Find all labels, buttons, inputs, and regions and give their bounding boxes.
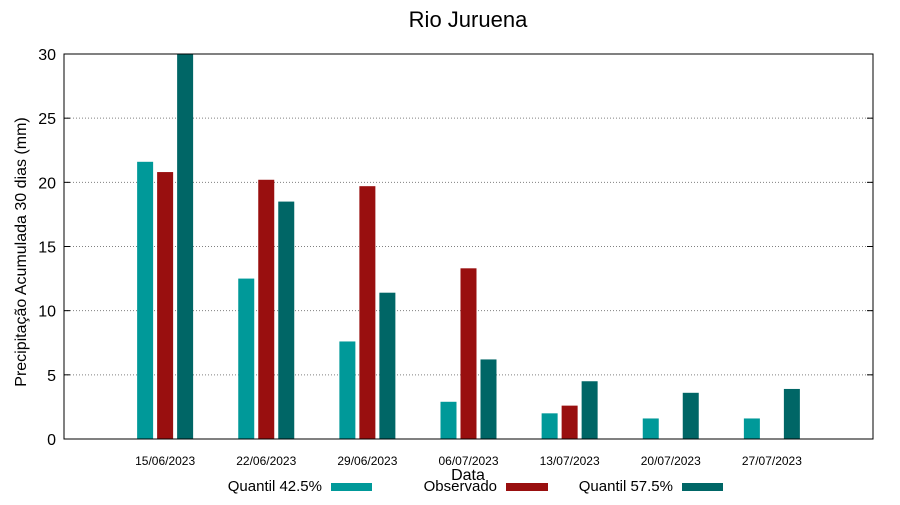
legend: Quantil 42.5% Observado Quantil 57.5% bbox=[228, 478, 723, 495]
bar bbox=[783, 388, 800, 439]
chart-title: Rio Juruena bbox=[409, 7, 528, 32]
bar bbox=[480, 359, 497, 439]
y-tick-label: 15 bbox=[38, 240, 56, 257]
y-tick-label: 0 bbox=[47, 432, 56, 449]
bar bbox=[561, 405, 578, 439]
bar bbox=[157, 172, 174, 440]
y-tick-label: 30 bbox=[38, 47, 56, 64]
y-axis-label: Precipitação Acumulada 30 dias (mm) bbox=[13, 117, 30, 386]
x-tick-label: 29/06/2023 bbox=[337, 454, 397, 468]
bar bbox=[460, 268, 477, 439]
bar bbox=[682, 392, 699, 439]
x-tick-label: 15/06/2023 bbox=[135, 454, 195, 468]
legend-label: Quantil 57.5% bbox=[579, 478, 673, 495]
x-tick-label: 20/07/2023 bbox=[641, 454, 701, 468]
bar bbox=[238, 278, 255, 439]
bar bbox=[258, 179, 275, 439]
x-tick-label: 27/07/2023 bbox=[742, 454, 802, 468]
bar bbox=[379, 292, 396, 439]
bar bbox=[177, 54, 194, 439]
bar bbox=[440, 401, 457, 439]
x-tick-label: 06/07/2023 bbox=[438, 454, 498, 468]
legend-label: Observado bbox=[424, 478, 497, 495]
ticks-layer: 0 5 10 15 20 25 30 15/06/2023 22/06/2023 29/06/20… bbox=[38, 47, 873, 468]
bar bbox=[339, 341, 356, 439]
y-tick-label: 5 bbox=[47, 368, 56, 385]
bars-layer bbox=[137, 54, 800, 440]
bar bbox=[581, 381, 598, 439]
bar bbox=[541, 413, 558, 439]
bar bbox=[359, 186, 376, 439]
x-tick-label: 13/07/2023 bbox=[540, 454, 600, 468]
legend-label: Quantil 42.5% bbox=[228, 478, 322, 495]
x-axis-label: Data bbox=[451, 467, 485, 484]
bar bbox=[642, 418, 659, 439]
y-tick-label: 20 bbox=[38, 175, 56, 192]
y-tick-label: 10 bbox=[38, 304, 56, 321]
bar bbox=[278, 201, 295, 439]
x-tick-label: 22/06/2023 bbox=[236, 454, 296, 468]
bar bbox=[743, 418, 760, 439]
y-tick-label: 25 bbox=[38, 111, 56, 128]
bar bbox=[137, 161, 154, 440]
